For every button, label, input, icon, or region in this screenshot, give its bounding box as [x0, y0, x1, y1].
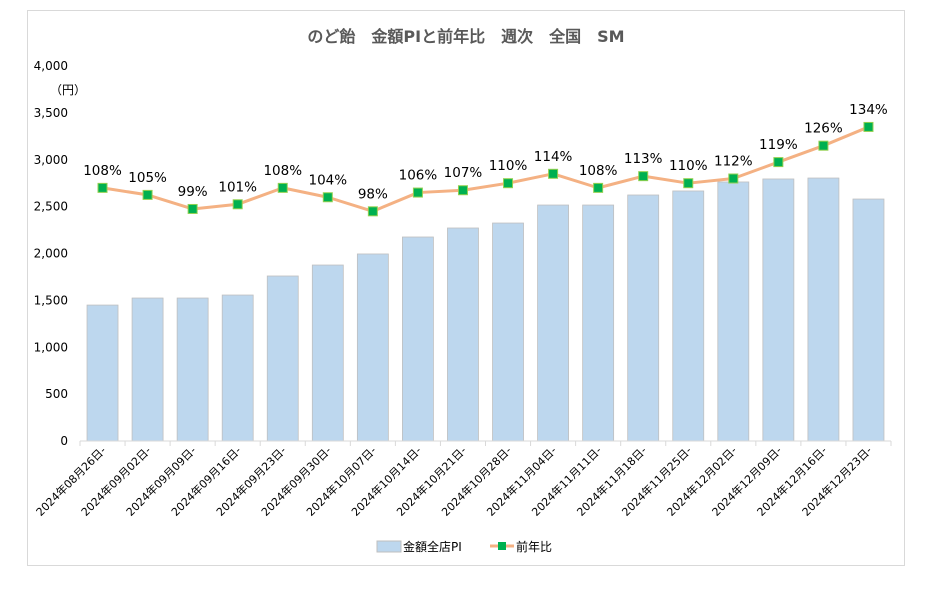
data-label: 134%	[849, 102, 888, 118]
yoy-marker	[412, 187, 423, 198]
data-label: 110%	[669, 158, 708, 174]
yoy-marker	[683, 178, 694, 189]
legend-label-bar: 金額全店PI	[403, 539, 462, 554]
bar	[807, 177, 840, 442]
legend: 金額全店PI 前年比	[376, 539, 552, 554]
bar	[311, 264, 344, 442]
data-label: 108%	[263, 163, 302, 179]
y-tick-label: 0	[60, 434, 68, 448]
yoy-marker	[773, 157, 784, 168]
yoy-marker	[728, 173, 739, 184]
yoy-marker	[97, 182, 108, 193]
yoy-marker	[818, 140, 829, 151]
data-label: 107%	[444, 165, 483, 181]
yoy-marker	[322, 192, 333, 203]
yoy-marker	[548, 168, 559, 179]
bar	[131, 297, 164, 442]
y-tick-label: 3,000	[34, 153, 68, 167]
data-label: 113%	[624, 151, 663, 167]
bar	[717, 181, 750, 442]
legend-label-line: 前年比	[516, 539, 552, 554]
bar	[221, 294, 254, 442]
bar	[492, 222, 524, 442]
bar	[762, 178, 795, 442]
bar	[402, 236, 434, 442]
data-label: 108%	[579, 163, 618, 179]
bar	[447, 227, 479, 442]
bar	[582, 204, 615, 442]
bar	[852, 198, 885, 442]
y-tick-label: 1,500	[34, 293, 68, 307]
bar	[356, 253, 389, 442]
data-label: 119%	[759, 137, 798, 153]
bar	[86, 304, 119, 442]
data-label: 98%	[358, 186, 388, 202]
bar	[627, 194, 660, 442]
y-tick-label: 3,500	[34, 106, 68, 120]
legend-marker	[498, 542, 506, 550]
legend-swatch-bar	[376, 540, 402, 553]
yoy-line	[102, 125, 870, 213]
data-label: 108%	[83, 163, 122, 179]
data-label: 114%	[534, 149, 573, 165]
bar	[672, 190, 705, 442]
data-label: 112%	[714, 154, 753, 170]
bar	[266, 275, 299, 442]
yoy-marker	[503, 178, 514, 189]
y-tick-label: 2,500	[34, 200, 68, 214]
yoy-marker	[277, 182, 288, 193]
data-label: 101%	[218, 179, 257, 195]
y-tick-label: 4,000	[34, 59, 68, 73]
chart-area	[27, 10, 905, 566]
data-label: 104%	[309, 172, 348, 188]
yoy-marker	[367, 206, 378, 217]
yoy-marker	[457, 185, 468, 196]
y-tick-label: 2,000	[34, 247, 68, 261]
y-tick-label: 500	[45, 387, 68, 401]
bar	[537, 204, 569, 442]
data-label: 99%	[178, 184, 208, 200]
yoy-marker	[232, 199, 243, 210]
yoy-marker	[593, 182, 604, 193]
bar	[176, 297, 209, 442]
yoy-marker	[638, 171, 649, 182]
chart-title: のど飴 金額PIと前年比 週次 全国 SM	[307, 27, 624, 46]
yoy-marker	[187, 203, 198, 214]
yoy-marker	[863, 121, 874, 132]
yoy-marker	[142, 189, 153, 200]
data-label: 126%	[804, 121, 843, 137]
y-axis-unit-label: （円）	[50, 83, 86, 97]
data-label: 110%	[489, 158, 528, 174]
data-label: 106%	[399, 168, 438, 184]
y-tick-label: 1,000	[34, 340, 68, 354]
data-label: 105%	[128, 170, 167, 186]
